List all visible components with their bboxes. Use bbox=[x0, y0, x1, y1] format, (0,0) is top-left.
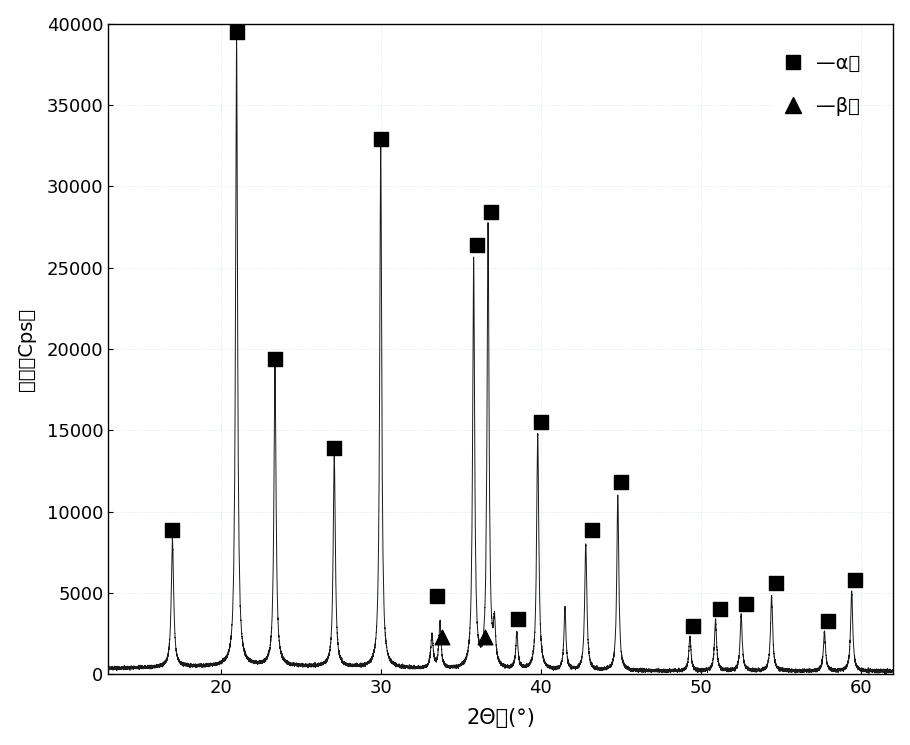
Point bbox=[686, 620, 701, 632]
Point bbox=[511, 613, 526, 625]
Point bbox=[821, 615, 835, 627]
Point bbox=[713, 603, 728, 615]
Point bbox=[847, 574, 862, 586]
Point bbox=[484, 206, 499, 218]
Point bbox=[478, 631, 492, 643]
Legend: —α相, —β相: —α相, —β相 bbox=[765, 46, 868, 123]
Point bbox=[327, 443, 341, 454]
Point bbox=[769, 577, 784, 589]
Point bbox=[613, 477, 628, 489]
Point bbox=[430, 590, 444, 602]
Y-axis label: 强度（Cps）: 强度（Cps） bbox=[16, 308, 35, 390]
Point bbox=[166, 524, 180, 536]
Point bbox=[373, 133, 388, 145]
Point bbox=[470, 239, 484, 251]
X-axis label: 2Θ角(°): 2Θ角(°) bbox=[467, 708, 535, 729]
Point bbox=[268, 353, 282, 365]
Point bbox=[739, 598, 753, 610]
Point bbox=[434, 631, 449, 643]
Point bbox=[533, 416, 548, 428]
Point bbox=[229, 26, 244, 38]
Point bbox=[585, 524, 600, 536]
